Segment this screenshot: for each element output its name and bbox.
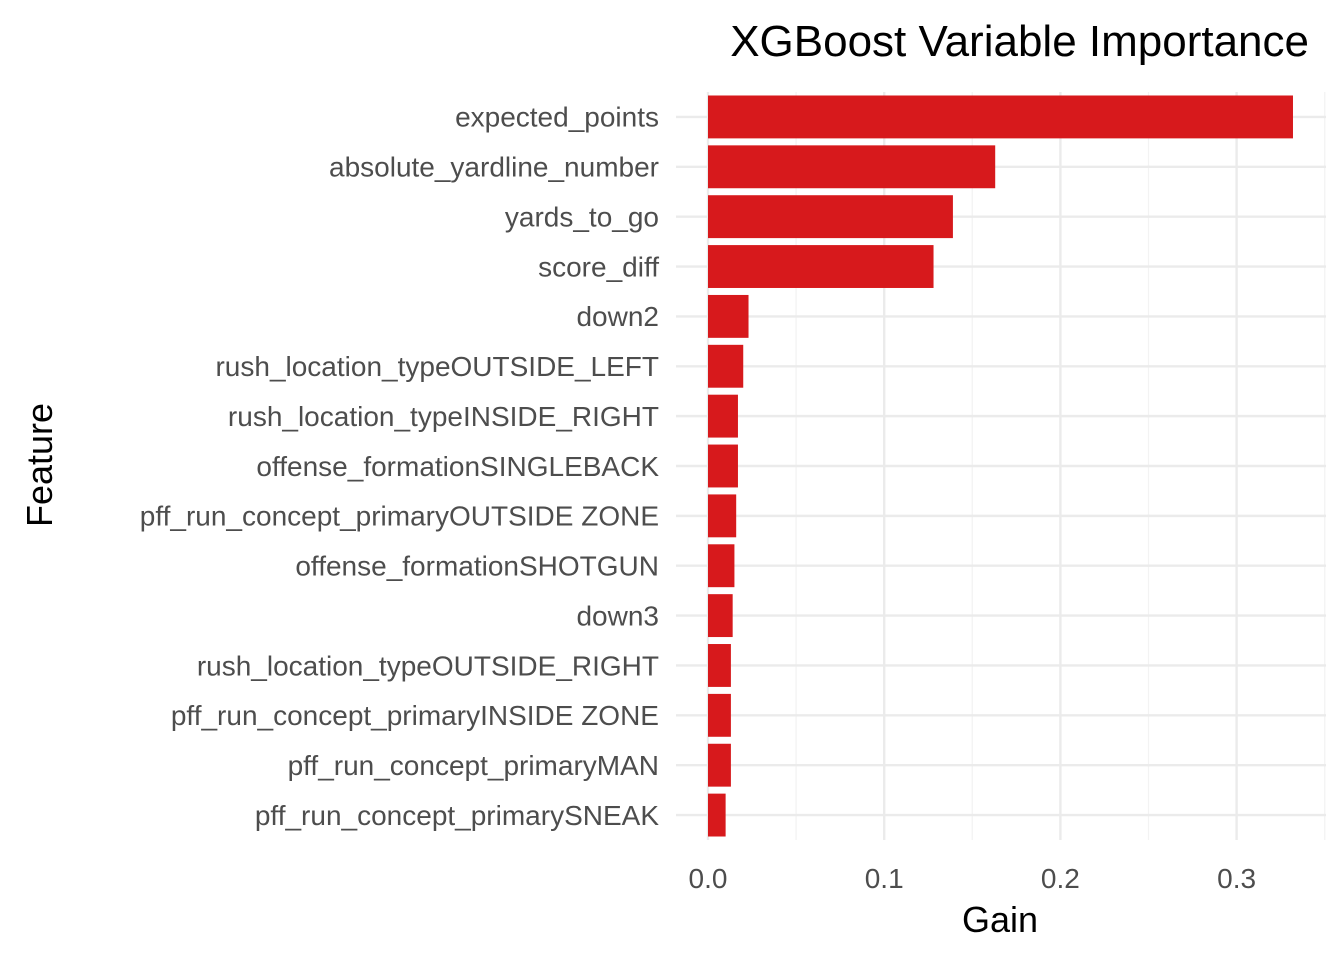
bar-down2: [708, 294, 749, 338]
category-label: pff_run_concept_primaryINSIDE ZONE: [171, 700, 659, 731]
category-label: rush_location_typeINSIDE_RIGHT: [228, 401, 659, 432]
category-label: pff_run_concept_primaryMAN: [288, 750, 659, 781]
category-label: expected_points: [455, 102, 659, 133]
bar-expected-points: [708, 95, 1293, 139]
category-label: offense_formationSINGLEBACK: [256, 451, 659, 482]
bar-rush-location-typeinside-right: [708, 394, 738, 438]
category-label: pff_run_concept_primaryOUTSIDE ZONE: [140, 501, 659, 532]
bar-absolute-yardline-number: [708, 145, 996, 189]
bar-yards-to-go: [708, 195, 953, 239]
bar-pff-run-concept-primarysneak: [708, 793, 726, 837]
bar-pff-run-concept-primaryoutside-zone: [708, 494, 737, 538]
category-label: score_diff: [538, 251, 659, 282]
category-label: pff_run_concept_primarySNEAK: [255, 800, 659, 831]
bar-rush-location-typeoutside-right: [708, 644, 731, 687]
x-tick-label: 0.3: [1217, 863, 1256, 894]
bar-pff-run-concept-primaryman: [708, 743, 731, 787]
category-label: offense_formationSHOTGUN: [295, 551, 659, 582]
bar-score-diff: [708, 245, 934, 288]
category-label: rush_location_typeOUTSIDE_LEFT: [215, 351, 659, 382]
x-tick-label: 0.2: [1041, 863, 1080, 894]
category-label: absolute_yardline_number: [329, 152, 659, 183]
x-tick-labels: 0.0 0.1 0.2 0.3: [689, 863, 1257, 894]
category-label: down3: [576, 600, 659, 631]
bar-rush-location-typeoutside-left: [708, 344, 744, 388]
bar-offense-formationshotgun: [708, 544, 735, 588]
x-tick-label: 0.0: [689, 863, 728, 894]
bar-pff-run-concept-primaryinside-zone: [708, 693, 731, 737]
bar-offense-formationsingleback: [708, 444, 738, 488]
category-label: yards_to_go: [505, 201, 659, 232]
x-axis-title: Gain: [962, 899, 1038, 940]
category-label: rush_location_typeOUTSIDE_RIGHT: [197, 650, 659, 681]
bars: [708, 95, 1293, 837]
category-label: down2: [576, 301, 659, 332]
x-tick-label: 0.1: [865, 863, 904, 894]
chart-title: XGBoost Variable Importance: [730, 17, 1309, 66]
y-axis-title: Feature: [19, 403, 60, 527]
bar-down3: [708, 594, 733, 638]
category-labels: expected_points absolute_yardline_numbery…: [140, 102, 660, 831]
